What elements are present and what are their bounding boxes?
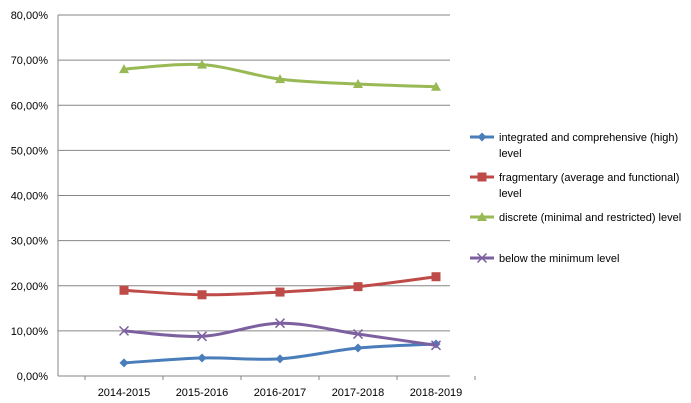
series-3 (119, 59, 441, 91)
series-4 (118, 318, 442, 351)
y-tick-label: 0,00% (17, 371, 48, 383)
legend-item: discrete (minimal and restricted) level (470, 212, 681, 224)
data-point (353, 343, 363, 353)
x-tick-label: 2016-2017 (254, 387, 307, 398)
y-tick-label: 60,00% (11, 100, 49, 112)
data-point (197, 290, 207, 300)
y-tick-label: 80,00% (11, 10, 49, 22)
legend-marker (477, 132, 487, 142)
data-point (119, 285, 129, 295)
series-2 (119, 272, 441, 300)
legend-marker (477, 172, 487, 182)
legend-label: integrated and comprehensive (high) (499, 132, 678, 144)
x-tick-label: 2014-2015 (98, 387, 151, 398)
series-1 (119, 339, 441, 368)
y-tick-label: 10,00% (11, 326, 49, 338)
gridlines (58, 14, 450, 377)
legend-item: fragmentary (average and functional) leve… (470, 172, 679, 200)
legend-label: below the minimum level (499, 253, 619, 265)
data-point (274, 318, 286, 329)
y-tick-label: 20,00% (11, 281, 49, 293)
y-tick-label: 40,00% (11, 191, 49, 203)
x-tick-label: 2015-2016 (176, 387, 229, 398)
legend-label: level (499, 188, 522, 200)
data-point (430, 340, 442, 351)
data-point (119, 358, 129, 368)
data-point (118, 325, 130, 336)
data-point (431, 81, 441, 91)
data-point (275, 287, 285, 297)
data-point (353, 79, 363, 89)
y-tick-label: 50,00% (11, 145, 49, 157)
data-point (353, 282, 363, 292)
legend-marker (477, 212, 487, 221)
legend-item: integrated and comprehensive (high) level (470, 132, 678, 160)
data-point (431, 272, 441, 282)
y-tick-label: 70,00% (11, 55, 49, 67)
data-point (275, 74, 285, 84)
series-line (122, 321, 438, 347)
x-tick-label: 2018-2019 (410, 387, 463, 398)
legend-label: discrete (minimal and restricted) level (499, 212, 681, 224)
data-point (275, 354, 285, 364)
legend-label: level (499, 148, 522, 160)
x-tick-label: 2017-2018 (332, 387, 385, 398)
legend-label: fragmentary (average and functional) (499, 172, 679, 184)
legend-marker (476, 252, 488, 264)
data-point (119, 64, 129, 74)
data-point (197, 59, 207, 69)
data-point (352, 329, 364, 340)
data-point (197, 353, 207, 363)
data-point (196, 331, 208, 342)
y-tick-label: 30,00% (11, 236, 49, 248)
legend: integrated and comprehensive (high) level… (470, 132, 681, 265)
legend-item: below the minimum level (470, 252, 619, 265)
